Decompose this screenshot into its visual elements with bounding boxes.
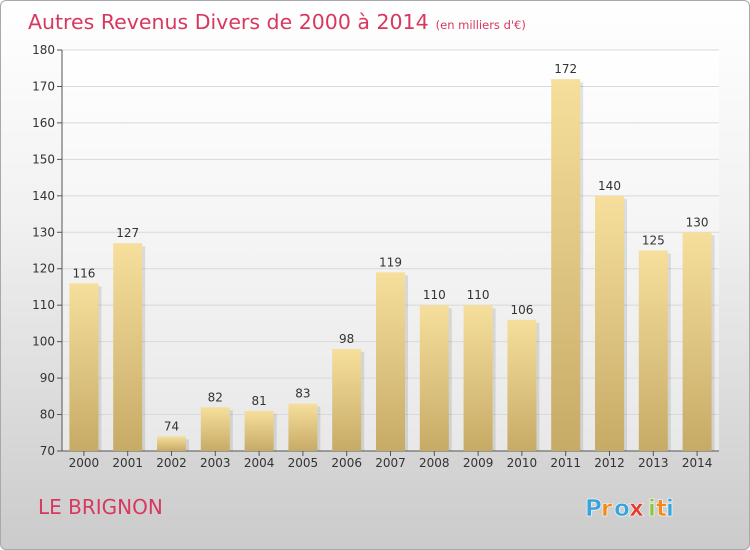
bar [507, 319, 537, 451]
x-tick-label: 2004 [244, 456, 275, 470]
bar-value-label: 127 [116, 226, 139, 240]
chart-title: Autres Revenus Divers de 2000 à 2014 (en … [28, 10, 526, 34]
x-tick-label: 2007 [375, 456, 406, 470]
logo-letter: t [656, 496, 667, 522]
x-tick-label: 2003 [200, 456, 231, 470]
chart-title-unit: (en milliers d'€) [435, 18, 526, 32]
logo-letter: o [614, 496, 630, 522]
y-tick-label: 110 [32, 298, 55, 312]
y-tick-label: 100 [32, 335, 55, 349]
bar-value-label: 172 [554, 62, 577, 76]
bar [595, 195, 624, 451]
bar-value-label: 119 [379, 255, 402, 269]
y-tick-label: 80 [40, 408, 55, 422]
logo-letter: i [666, 496, 674, 522]
logo-letter: x [629, 496, 644, 522]
x-tick-label: 2014 [682, 456, 713, 470]
x-tick-label: 2013 [638, 456, 669, 470]
bar-value-label: 116 [72, 266, 95, 280]
y-tick-label: 150 [32, 152, 55, 166]
bar [551, 79, 581, 451]
bar [113, 243, 143, 451]
bar [157, 436, 186, 451]
y-tick-label: 130 [32, 225, 55, 239]
x-tick-label: 2005 [288, 456, 319, 470]
x-tick-label: 2008 [419, 456, 450, 470]
x-tick-label: 2011 [550, 456, 581, 470]
x-tick-label: 2000 [69, 456, 100, 470]
bar-value-label: 82 [208, 390, 223, 404]
x-tick-label: 2009 [463, 456, 494, 470]
bar [200, 407, 230, 451]
y-tick-label: 90 [40, 371, 55, 385]
bar [419, 305, 449, 451]
bar [638, 250, 668, 451]
bar-value-label: 81 [251, 394, 266, 408]
y-tick-label: 140 [32, 189, 55, 203]
bar-value-label: 140 [598, 179, 621, 193]
commune-name: LE BRIGNON [38, 495, 163, 519]
bar-value-label: 110 [467, 288, 490, 302]
x-tick-label: 2012 [594, 456, 625, 470]
bar [332, 348, 362, 451]
logo-letter: i [648, 496, 656, 522]
bar-value-label: 106 [510, 303, 533, 317]
bar [69, 283, 99, 451]
y-tick-label: 160 [32, 116, 55, 130]
y-tick-label: 180 [32, 43, 55, 57]
bar-value-label: 125 [642, 234, 665, 248]
x-tick-label: 2002 [156, 456, 187, 470]
logo-letter: P [585, 496, 602, 522]
chart-title-main: Autres Revenus Divers de 2000 à 2014 [28, 10, 429, 34]
y-tick-label: 170 [32, 79, 55, 93]
x-tick-label: 2010 [507, 456, 538, 470]
bar [376, 272, 405, 451]
bar [463, 305, 493, 451]
x-tick-label: 2006 [331, 456, 362, 470]
bar-value-label: 98 [339, 332, 354, 346]
bar [244, 410, 274, 451]
bar-value-label: 83 [295, 387, 310, 401]
bar-value-label: 130 [686, 215, 709, 229]
y-tick-label: 120 [32, 262, 55, 276]
bar [682, 232, 712, 451]
bar [288, 403, 318, 451]
bar-value-label: 110 [423, 288, 446, 302]
x-tick-label: 2001 [112, 456, 143, 470]
logo-letter: r [601, 496, 613, 522]
bar-value-label: 74 [164, 419, 179, 433]
y-tick-label: 70 [40, 444, 55, 458]
